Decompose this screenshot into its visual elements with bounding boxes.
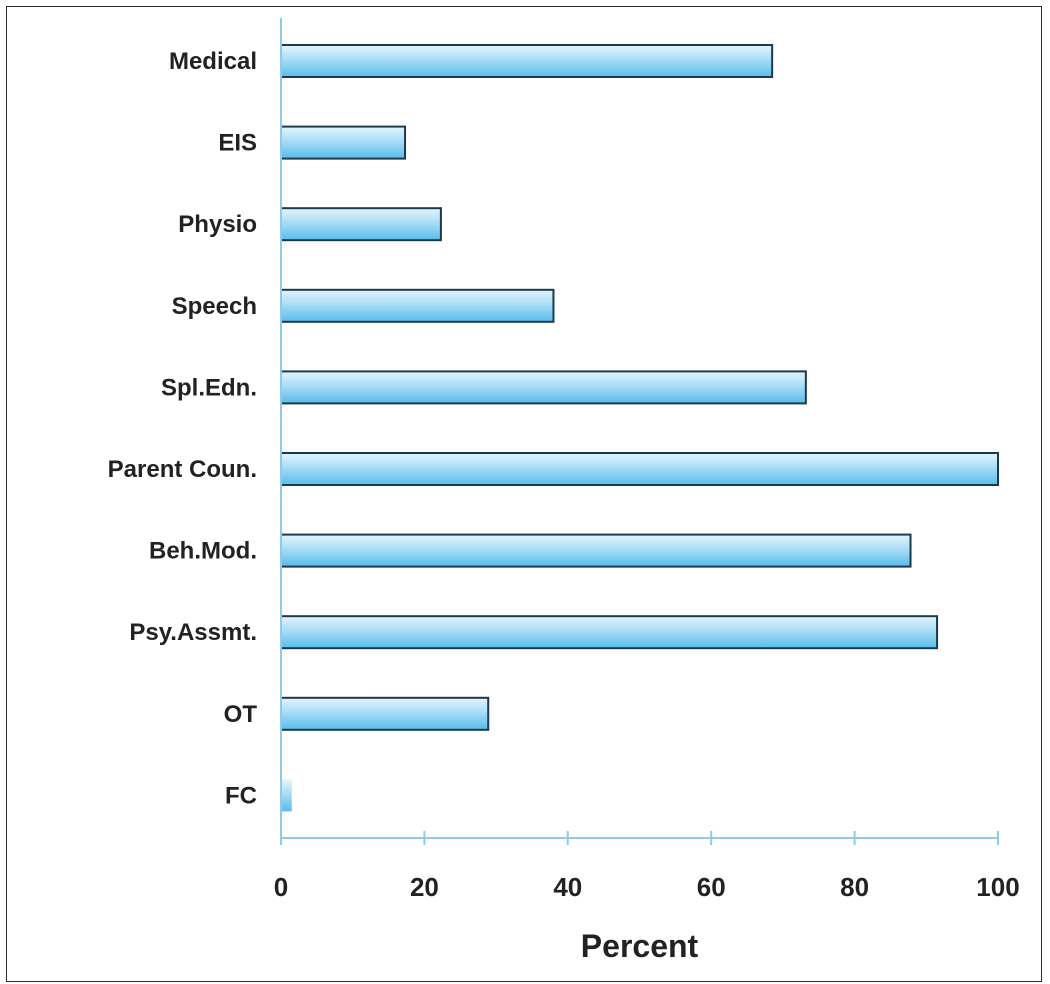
bar-physio xyxy=(280,207,442,242)
x-tick-label: 40 xyxy=(553,872,582,902)
category-label: Parent Coun. xyxy=(108,456,257,483)
x-tick-label: 60 xyxy=(697,872,726,902)
bar-medical xyxy=(280,44,774,78)
x-axis-title: Percent xyxy=(581,928,699,964)
x-tick-label: 100 xyxy=(976,872,1019,902)
category-label: Spl.Edn. xyxy=(161,374,257,401)
labels-layer: Medical EIS Physio Speech Spl.Edn. Parent Cou… xyxy=(108,48,1020,902)
bars-layer xyxy=(280,44,999,812)
category-label: OT xyxy=(224,701,258,728)
bar-fc xyxy=(281,779,292,812)
figure-frame xyxy=(6,6,1042,982)
bar-beh-mod xyxy=(280,533,912,568)
category-label: EIS xyxy=(218,130,257,157)
x-tick-label: 0 xyxy=(274,872,288,902)
x-tick-label: 20 xyxy=(410,872,439,902)
category-label: Psy.Assmt. xyxy=(129,619,257,646)
x-tick-label: 80 xyxy=(840,872,869,902)
bar-speech xyxy=(280,288,555,323)
bar-ot xyxy=(280,696,490,731)
bar-psy-assmt xyxy=(280,615,939,650)
category-label: Physio xyxy=(178,211,257,238)
category-label: Speech xyxy=(172,293,257,320)
category-label: Beh.Mod. xyxy=(149,538,257,565)
bar-spl-edn xyxy=(280,370,807,405)
axis-layer xyxy=(280,18,999,845)
category-label: Medical xyxy=(169,48,257,75)
bar-eis xyxy=(280,125,407,160)
category-label: FC xyxy=(225,782,257,809)
bar-parent-coun xyxy=(280,452,999,486)
